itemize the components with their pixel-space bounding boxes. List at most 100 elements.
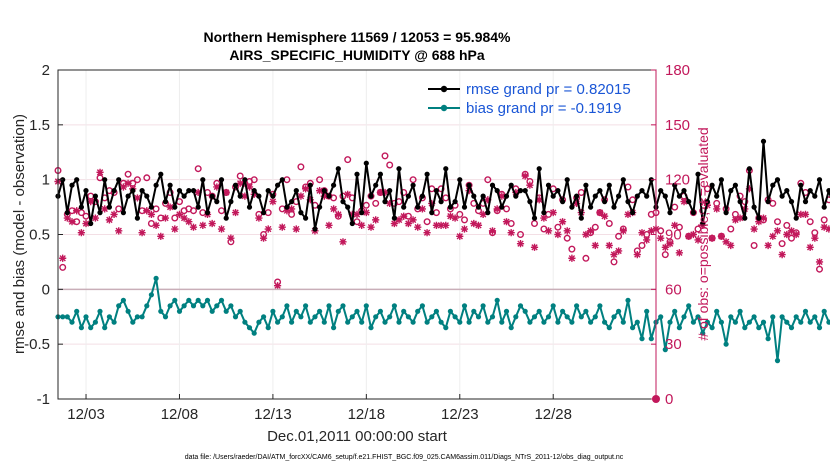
obs-evaluated-marker [82,219,90,228]
rmse-point [251,188,257,194]
obs-possible-marker [638,241,646,249]
rmse-point [130,188,136,194]
obs-evaluated-marker [797,210,805,218]
obs-evaluated-marker [273,282,282,290]
obs-evaluated-marker [778,251,786,259]
rmse-point [111,188,117,194]
rmse-point [293,188,299,194]
bias-series [55,275,830,364]
rmse-point [359,210,365,216]
bias-point [256,319,262,325]
rmse-point [560,199,566,205]
rmse-point [550,193,556,199]
bias-point [289,319,295,325]
bias-point [345,319,351,325]
rmse-point [204,210,211,216]
bias-point [317,308,323,314]
right-tick-label: 180 [665,62,690,79]
rmse-point [340,199,346,205]
left-tick-label: 1.5 [29,117,50,134]
x-tick-label: 12/08 [161,406,199,423]
rmse-point [391,215,397,221]
rmse-point [331,182,337,188]
obs-evaluated-marker [325,221,333,229]
rmse-point [793,215,799,221]
bias-point [616,308,622,314]
rmse-point [499,204,505,210]
obs-evaluated-marker [423,229,431,237]
obs-possible-marker [788,234,796,242]
x-tick-label: 12/28 [534,406,572,423]
rmse-point [503,193,510,199]
obs-possible-marker [816,265,824,273]
obs-evaluated-marker [601,212,609,220]
bias-point [246,325,253,331]
bias-point [681,314,687,320]
rmse-point [200,177,206,183]
rmse-point [676,193,683,199]
left-tick-label: 0 [42,281,50,298]
rmse-point [667,210,673,216]
obs-evaluated-marker [731,216,740,224]
rmse-point [545,182,552,188]
obs-possible-marker [517,230,525,238]
obs-evaluated-marker [96,168,104,176]
obs-evaluated-marker [507,229,515,237]
bias-point [802,308,809,314]
bias-point [569,319,575,325]
obs-evaluated-marker [470,219,478,228]
bias-point [732,319,739,325]
rmse-point [765,199,771,205]
obs-possible-markers [54,152,830,286]
rmse-point [373,182,379,188]
bias-point [335,308,341,314]
rmse-point [821,204,827,210]
obs-evaluated-marker [535,196,543,204]
right-tick-label: 120 [665,172,690,189]
rmse-point [644,193,650,199]
obs-possible-marker [671,203,679,211]
bias-point [760,319,767,325]
rmse-point [134,215,140,221]
obs-possible-marker [577,188,585,196]
obs-possible-marker [769,199,777,207]
obs-possible-marker [750,241,758,249]
obs-evaluated-marker [773,227,782,235]
left-tick-label: -0.5 [24,336,50,353]
obs-evaluated-marker [512,188,520,197]
rmse-point [447,204,453,210]
bias-point [690,319,697,325]
bias-point [97,308,103,314]
rmse-point [630,210,636,216]
rmse-point [620,177,626,183]
x-tick-label: 12/18 [348,406,386,423]
obs-evaluated-marker [680,198,688,206]
obs-evaluated-marker [456,232,464,240]
rmse-point [377,171,383,177]
rmse-point [167,182,173,188]
bias-point [214,303,220,309]
rmse-point [536,166,542,172]
bias-line [58,277,830,362]
obs-evaluated-marker [334,210,342,218]
rmse-point [186,188,192,194]
rmse-point [312,226,318,232]
bias-point [807,319,813,325]
obs-evaluated-marker [792,230,800,239]
obs-possible-marker [217,207,225,215]
obs-evaluated-marker [138,229,146,237]
bias-point [788,325,795,331]
obs-evaluated-marker [605,241,613,250]
rmse-point [531,215,538,221]
obs-evaluated-marker [689,230,697,239]
legend-bias-label: bias grand pr = -0.1919 [466,100,622,117]
rmse-point [158,171,164,177]
bias-point [816,325,823,331]
obs-evaluated-marker [521,172,529,180]
rmse-point [429,210,435,216]
obs-possible-marker [568,245,576,253]
rmse-point [246,204,253,210]
rmse-point [746,166,753,172]
bias-point [714,308,720,314]
obs-evaluated-marker [245,183,254,191]
